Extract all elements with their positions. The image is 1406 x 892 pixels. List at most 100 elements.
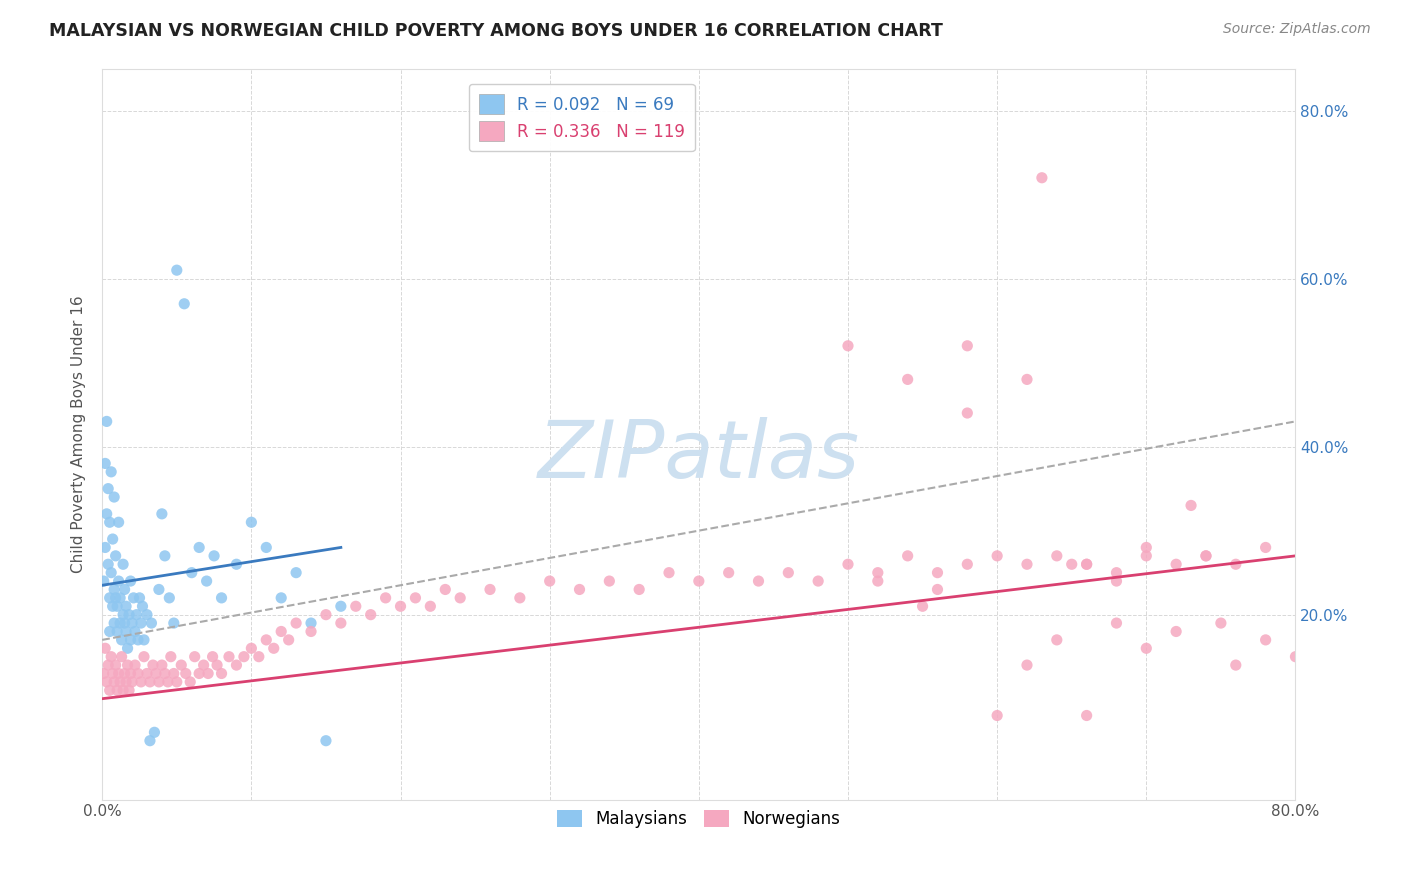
Point [807, 574, 830, 588]
Point [118, 683, 141, 698]
Point [96, 674, 118, 689]
Point [98, 624, 121, 639]
Point [101, 599, 124, 614]
Point [153, 666, 176, 681]
Point [1254, 541, 1277, 555]
Point [104, 591, 127, 605]
Point [141, 616, 163, 631]
Point [717, 566, 740, 580]
Point [94, 541, 117, 555]
Point [183, 649, 205, 664]
Point [117, 658, 139, 673]
Text: ZIPatlas: ZIPatlas [537, 417, 860, 495]
Point [122, 591, 145, 605]
Point [120, 632, 142, 647]
Point [747, 574, 769, 588]
Point [299, 616, 322, 631]
Point [148, 674, 170, 689]
Point [211, 591, 233, 605]
Point [139, 733, 162, 747]
Point [479, 582, 502, 597]
Point [114, 582, 136, 597]
Point [108, 674, 131, 689]
Point [1015, 372, 1038, 386]
Point [837, 558, 859, 572]
Point [110, 632, 132, 647]
Point [329, 616, 352, 631]
Point [1076, 558, 1098, 572]
Point [1015, 658, 1038, 673]
Point [107, 574, 129, 588]
Point [108, 616, 131, 631]
Text: Source: ZipAtlas.com: Source: ZipAtlas.com [1223, 22, 1371, 37]
Point [163, 666, 186, 681]
Point [1046, 549, 1069, 563]
Point [94, 641, 117, 656]
Point [145, 666, 167, 681]
Point [105, 599, 128, 614]
Point [103, 582, 125, 597]
Point [93, 666, 115, 681]
Point [628, 582, 651, 597]
Point [866, 566, 889, 580]
Point [225, 558, 247, 572]
Point [98, 591, 121, 605]
Point [598, 574, 620, 588]
Point [688, 574, 710, 588]
Point [159, 649, 181, 664]
Point [240, 515, 263, 529]
Point [150, 507, 173, 521]
Point [1015, 558, 1038, 572]
Point [285, 616, 308, 631]
Point [254, 632, 277, 647]
Point [121, 674, 143, 689]
Point [897, 372, 920, 386]
Point [100, 649, 122, 664]
Point [1284, 649, 1306, 664]
Point [128, 591, 150, 605]
Point [94, 457, 117, 471]
Point [1254, 632, 1277, 647]
Point [153, 549, 176, 563]
Point [105, 683, 128, 698]
Point [100, 566, 122, 580]
Point [509, 591, 531, 605]
Point [202, 549, 225, 563]
Point [211, 666, 233, 681]
Point [927, 582, 949, 597]
Point [97, 482, 120, 496]
Point [778, 566, 800, 580]
Point [114, 616, 136, 631]
Point [157, 591, 180, 605]
Point [956, 558, 979, 572]
Point [115, 599, 138, 614]
Point [180, 566, 202, 580]
Point [1076, 708, 1098, 723]
Point [866, 574, 889, 588]
Point [232, 649, 254, 664]
Point [120, 574, 142, 588]
Point [240, 641, 263, 656]
Point [329, 599, 352, 614]
Point [1195, 549, 1218, 563]
Point [927, 566, 949, 580]
Point [148, 582, 170, 597]
Point [1105, 574, 1128, 588]
Point [218, 649, 240, 664]
Point [205, 658, 228, 673]
Point [173, 297, 195, 311]
Point [1195, 549, 1218, 563]
Point [389, 599, 412, 614]
Point [132, 649, 155, 664]
Point [139, 674, 162, 689]
Y-axis label: Child Poverty Among Boys Under 16: Child Poverty Among Boys Under 16 [72, 295, 86, 573]
Point [1105, 616, 1128, 631]
Point [125, 607, 148, 622]
Point [568, 582, 591, 597]
Point [115, 674, 138, 689]
Point [120, 666, 142, 681]
Point [956, 406, 979, 420]
Point [129, 674, 152, 689]
Point [98, 683, 121, 698]
Point [1046, 632, 1069, 647]
